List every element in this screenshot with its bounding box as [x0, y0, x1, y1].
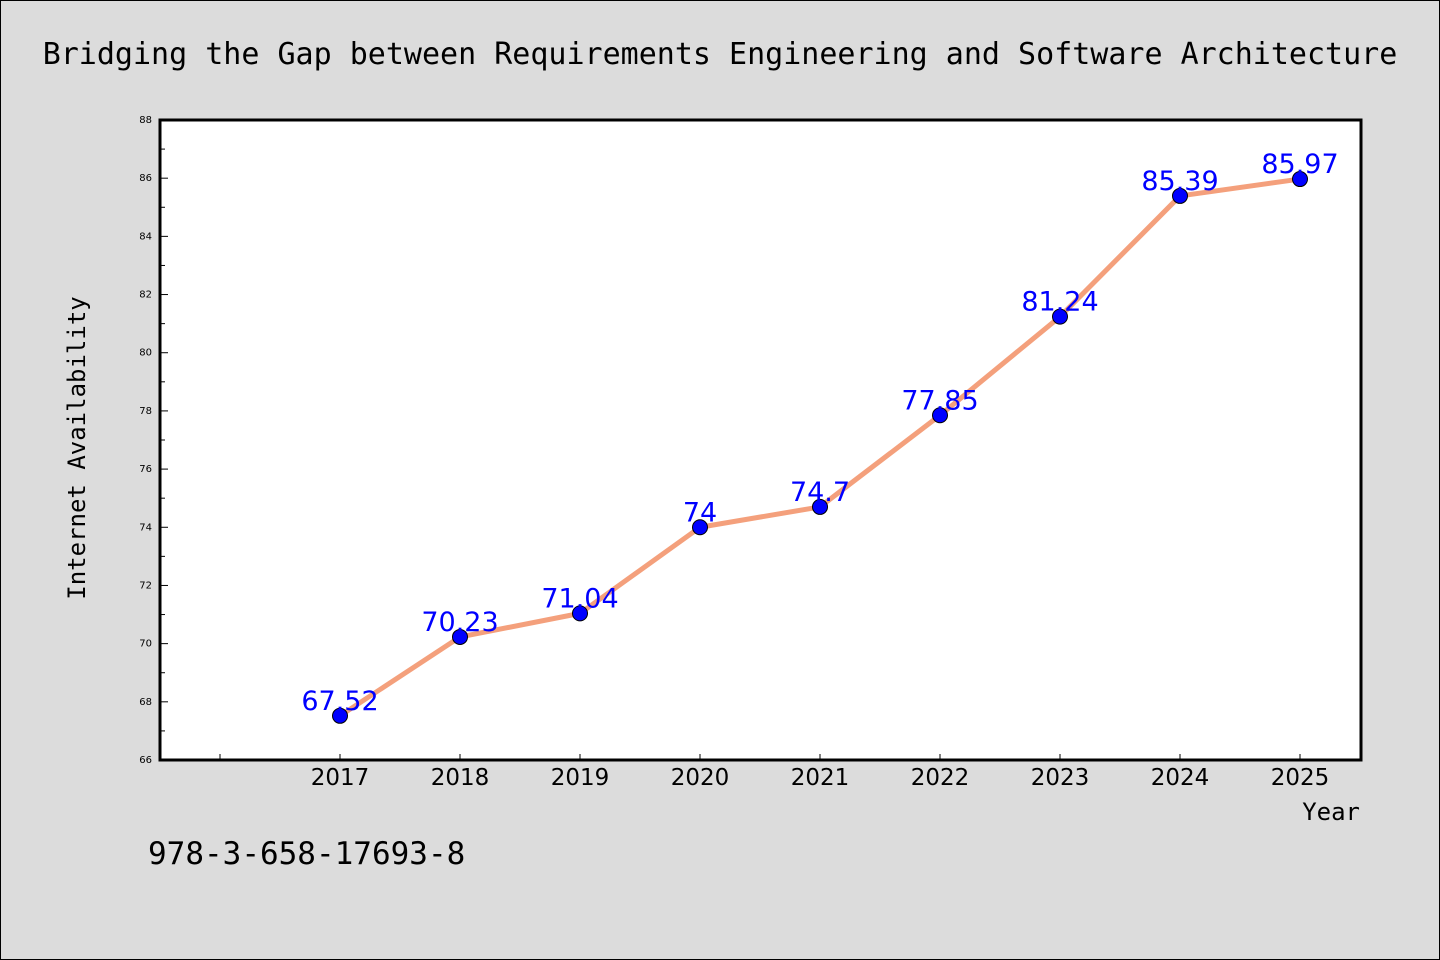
- data-point: [452, 628, 468, 645]
- y-tick-label: 66: [139, 755, 152, 766]
- x-tick-label: 2024: [1151, 765, 1210, 791]
- data-point: [932, 407, 948, 424]
- data-point: [1172, 187, 1188, 204]
- y-tick-label: 82: [139, 290, 152, 301]
- data-label: 77.85: [901, 385, 978, 416]
- y-tick-label: 80: [139, 348, 152, 359]
- x-tick-label: 2021: [791, 765, 850, 791]
- y-tick-label: 86: [139, 173, 152, 184]
- y-axis-label: Internet Availability: [63, 296, 91, 599]
- x-axis: 2017 2018 2019 2020 2021 2022 2023 2024 2025: [219, 754, 1330, 791]
- y-tick-label: 74: [139, 522, 152, 533]
- data-point: [332, 707, 348, 724]
- y-tick-label: 88: [139, 115, 152, 126]
- chart-title: Bridging the Gap between Requirements En…: [43, 37, 1398, 72]
- data-label: 85.39: [1141, 166, 1218, 197]
- y-tick-label: 70: [139, 639, 152, 650]
- data-label: 67.52: [301, 686, 378, 717]
- data-label: 71.04: [541, 583, 618, 614]
- data-label: 85.97: [1261, 149, 1338, 180]
- data-point: [1292, 171, 1308, 188]
- data-label: 74.7: [790, 477, 850, 508]
- data-label: 81.24: [1021, 287, 1098, 318]
- x-axis-label: Year: [1302, 798, 1360, 826]
- x-tick-label: 2019: [551, 765, 610, 791]
- data-point: [812, 498, 828, 515]
- x-tick-label: 2023: [1031, 765, 1090, 791]
- plot-area: [158, 118, 1363, 762]
- y-tick-label: 84: [139, 231, 152, 242]
- series-markers: [332, 171, 1308, 724]
- data-point: [692, 519, 708, 536]
- data-point: [572, 605, 588, 622]
- x-tick-label: 2025: [1271, 765, 1330, 791]
- data-point: [1052, 308, 1068, 325]
- data-label: 70.23: [421, 607, 498, 638]
- x-tick-label: 2017: [311, 765, 370, 791]
- x-tick-label: 2020: [671, 765, 730, 791]
- y-tick-label: 72: [139, 580, 152, 591]
- data-label: 74: [683, 497, 717, 528]
- y-tick-label: 76: [139, 464, 152, 475]
- isbn-text: 978-3-658-17693-8: [148, 836, 465, 872]
- y-tick-label: 68: [139, 697, 152, 708]
- data-labels: 67.52 70.23 71.04 74 74.7 77.85 81.24 85.39 85.9…: [301, 149, 1338, 717]
- x-tick-label: 2022: [911, 765, 970, 791]
- y-axis: 66 68 70 72 74 76 78 80 82 84 86 88: [139, 115, 168, 766]
- x-tick-label: 2018: [431, 765, 490, 791]
- y-tick-label: 78: [139, 406, 152, 417]
